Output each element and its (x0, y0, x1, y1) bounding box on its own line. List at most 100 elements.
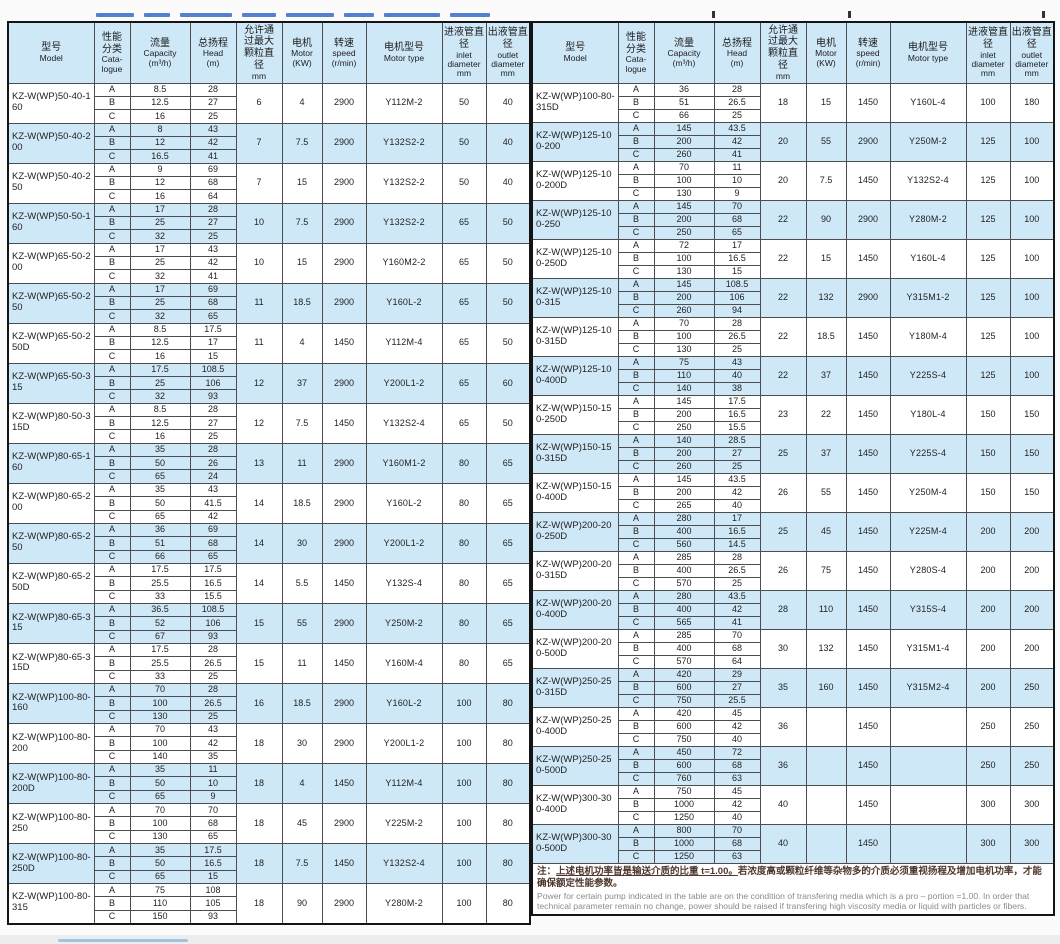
spec-row: KZ-W(WP)125-100-200 A 145 43.5 20 55 2900 Y250M… (531, 121, 1055, 162)
outlet-cell: 100 (1009, 355, 1055, 396)
capacity-cell: 140 (129, 749, 191, 765)
spec-row: C 750 25.5 (532, 693, 1054, 708)
particle-cell: 26 (759, 550, 807, 591)
outlet-cell: 50 (485, 322, 531, 364)
col-header-en: inlet diameter mm (971, 49, 1005, 79)
inlet-cell: 250 (965, 706, 1011, 747)
capacity-cell: 750 (653, 693, 715, 708)
capacity-cell: 50 (129, 456, 191, 471)
catalogue-cell: A (617, 355, 655, 370)
speed-cell: 2900 (321, 442, 367, 484)
head-cell: 17 (713, 238, 761, 253)
head-cell: 11 (189, 763, 237, 778)
capacity-cell: 100 (653, 329, 715, 344)
motor-type-cell: Y225S-4 (889, 355, 967, 396)
col-header-zh: 电机型号 (384, 42, 424, 54)
head-cell: 106 (189, 376, 237, 391)
speed-cell: 2900 (845, 277, 891, 318)
motor-kw-cell: 22 (805, 394, 847, 435)
motor-type-cell: Y250M-4 (889, 472, 967, 513)
capacity-cell: 17.5 (129, 362, 191, 378)
particle-cell: 23 (759, 394, 807, 435)
footnote-zh-text: 上述电机功率皆是输送介质的比重 t=1.00。 (556, 865, 738, 877)
model-cell: KZ-W(WP)80-65-160 (7, 442, 95, 484)
capacity-cell: 66 (129, 549, 191, 564)
spec-row: C 16 64 (8, 189, 530, 204)
motor-kw-cell (805, 823, 847, 864)
motor-type-cell: Y112M-2 (365, 82, 443, 124)
capacity-cell: 600 (653, 719, 715, 734)
head-cell: 28 (713, 550, 761, 565)
outlet-cell: 100 (1009, 316, 1055, 357)
catalogue-cell: A (93, 803, 131, 818)
head-cell: 93 (189, 629, 237, 644)
catalogue-cell: B (617, 134, 655, 149)
head-cell: 64 (189, 189, 237, 204)
motor-type-cell: Y132S-4 (365, 562, 443, 604)
head-cell: 94 (713, 303, 761, 318)
outlet-cell: 65 (485, 602, 531, 644)
motor-kw-cell: 160 (805, 667, 847, 708)
particle-cell: 28 (759, 589, 807, 630)
head-cell: 28 (713, 316, 761, 331)
particle-cell: 36 (759, 745, 807, 786)
col-header: 进液管直 径 inlet diameter mm (441, 21, 487, 84)
spec-row: KZ-W(WP)200-200-400D A 280 43.5 28 110 1450 Y31… (531, 589, 1055, 630)
capacity-cell: 70 (129, 722, 191, 738)
col-header: 转速 speed (r/min) (845, 21, 891, 84)
col-header-zh: 型号 (565, 42, 586, 54)
outlet-cell: 100 (1009, 121, 1055, 162)
outlet-cell: 100 (1009, 160, 1055, 201)
catalogue-cell: A (93, 883, 131, 898)
catalogue-cell: C (617, 459, 655, 474)
outlet-cell: 250 (1009, 745, 1055, 786)
catalogue-cell: A (617, 160, 655, 175)
catalogue-cell: A (617, 511, 655, 526)
capacity-cell: 66 (653, 108, 715, 123)
spec-row: C 65 24 (8, 469, 530, 484)
capacity-cell: 25 (129, 255, 191, 271)
capacity-cell: 36.5 (129, 602, 191, 618)
inlet-cell: 65 (441, 322, 487, 364)
catalogue-cell: A (617, 433, 655, 448)
speed-cell: 1450 (321, 322, 367, 364)
head-cell: 65 (713, 225, 761, 240)
model-cell: KZ-W(WP)65-50-250 (7, 282, 95, 324)
capacity-cell: 570 (653, 576, 715, 591)
head-cell: 63 (713, 771, 761, 786)
particle-cell: 6 (235, 82, 283, 124)
catalogue-cell: C (617, 810, 655, 825)
particle-cell: 7 (235, 162, 283, 204)
outlet-cell: 80 (485, 803, 531, 845)
capacity-cell: 145 (653, 121, 715, 136)
head-cell: 68 (189, 175, 237, 191)
catalogue-cell: C (93, 229, 131, 244)
catalogue-cell: C (617, 303, 655, 318)
capacity-cell: 130 (653, 264, 715, 279)
inlet-cell: 150 (965, 472, 1011, 513)
spec-row: KZ-W(WP)100-80-315D A 36 28 18 15 1450 Y160L-4 1… (531, 82, 1055, 123)
head-cell: 25 (713, 342, 761, 357)
catalogue-cell: B (93, 776, 131, 791)
catalogue-cell: C (93, 829, 131, 845)
motor-type-cell: Y132S2-2 (365, 122, 443, 164)
model-cell: KZ-W(WP)80-65-250D (7, 562, 95, 604)
catalogue-cell: A (93, 522, 131, 538)
capacity-cell: 8.5 (129, 82, 191, 97)
model-cell: KZ-W(WP)200-200-400D (531, 589, 619, 630)
col-header-zh: 流量 (150, 37, 170, 49)
inlet-cell: 125 (965, 238, 1011, 279)
particle-cell: 36 (759, 706, 807, 747)
head-cell: 43 (189, 242, 237, 257)
motor-type-cell: Y280S-4 (889, 550, 967, 591)
motor-type-cell: Y315M1-2 (889, 277, 967, 318)
spec-row: KZ-W(WP)125-100-315D A 70 28 22 18.5 1450 Y180M… (531, 316, 1055, 357)
catalogue-cell: B (617, 446, 655, 461)
col-header-en: mm (775, 70, 791, 81)
speed-cell: 1450 (845, 628, 891, 669)
spec-row: KZ-W(WP)50-40-160 A 8.5 28 6 4 2900 Y112M-2 50 40 (7, 82, 531, 124)
capacity-cell: 32 (129, 229, 191, 244)
motor-type-cell: Y315M2-4 (889, 667, 967, 708)
motor-type-cell: Y132S2-4 (365, 402, 443, 444)
